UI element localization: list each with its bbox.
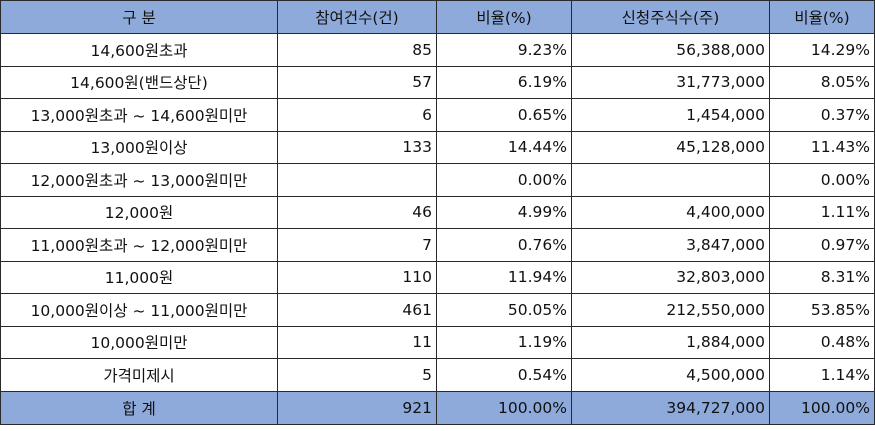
total-label: 합 계	[0, 390, 278, 425]
row-count: 133	[277, 130, 437, 164]
row-count: 110	[277, 260, 437, 294]
row-count-ratio: 50.05%	[436, 293, 572, 327]
header-category: 구 분	[0, 0, 278, 34]
row-shares: 32,803,000	[571, 260, 770, 294]
header-count-ratio: 비율(%)	[436, 0, 572, 34]
row-label: 14,600원초과	[0, 33, 278, 67]
row-shares: 212,550,000	[571, 293, 770, 327]
row-shares: 56,388,000	[571, 33, 770, 67]
row-label: 11,000원	[0, 260, 278, 294]
table-row: 12,000원 46 4.99% 4,400,000 1.11%	[0, 195, 875, 229]
table-row: 13,000원초과 ~ 14,600원미만 6 0.65% 1,454,000 …	[0, 98, 875, 132]
row-count-ratio: 0.54%	[436, 358, 572, 392]
total-count: 921	[277, 390, 437, 425]
table-row: 10,000원이상 ~ 11,000원미만 461 50.05% 212,550…	[0, 293, 875, 327]
row-count-ratio: 11.94%	[436, 260, 572, 294]
row-shares-ratio: 14.29%	[769, 33, 875, 67]
row-count-ratio: 14.44%	[436, 130, 572, 164]
row-shares-ratio: 8.05%	[769, 65, 875, 99]
row-shares: 45,128,000	[571, 130, 770, 164]
row-count-ratio: 9.23%	[436, 33, 572, 67]
row-label: 11,000원초과 ~ 12,000원미만	[0, 228, 278, 262]
header-participation-count: 참여건수(건)	[277, 0, 437, 34]
row-count-ratio: 1.19%	[436, 325, 572, 359]
table-row: 10,000원미만 11 1.19% 1,884,000 0.48%	[0, 325, 875, 359]
header-shares-ratio: 비율(%)	[769, 0, 875, 34]
table-row: 13,000원이상 133 14.44% 45,128,000 11.43%	[0, 130, 875, 164]
row-shares-ratio: 1.14%	[769, 358, 875, 392]
row-shares-ratio: 0.97%	[769, 228, 875, 262]
row-label: 12,000원초과 ~ 13,000원미만	[0, 163, 278, 197]
total-count-ratio: 100.00%	[436, 390, 572, 425]
row-shares-ratio: 0.00%	[769, 163, 875, 197]
row-shares-ratio: 8.31%	[769, 260, 875, 294]
row-count-ratio: 4.99%	[436, 195, 572, 229]
row-count: 46	[277, 195, 437, 229]
row-shares: 1,884,000	[571, 325, 770, 359]
row-label: 14,600원(밴드상단)	[0, 65, 278, 99]
table-row: 가격미제시 5 0.54% 4,500,000 1.14%	[0, 358, 875, 392]
header-subscribed-shares: 신청주식수(주)	[571, 0, 770, 34]
row-shares-ratio: 53.85%	[769, 293, 875, 327]
row-count-ratio: 0.65%	[436, 98, 572, 132]
row-shares: 3,847,000	[571, 228, 770, 262]
table-row: 14,600원초과 85 9.23% 56,388,000 14.29%	[0, 33, 875, 67]
row-shares	[571, 163, 770, 197]
row-label: 10,000원미만	[0, 325, 278, 359]
total-shares-ratio: 100.00%	[769, 390, 875, 425]
row-count: 6	[277, 98, 437, 132]
row-label: 13,000원초과 ~ 14,600원미만	[0, 98, 278, 132]
row-shares-ratio: 0.48%	[769, 325, 875, 359]
row-count: 57	[277, 65, 437, 99]
row-label: 가격미제시	[0, 358, 278, 392]
row-shares: 4,500,000	[571, 358, 770, 392]
header-row: 구 분 참여건수(건) 비율(%) 신청주식수(주) 비율(%)	[0, 0, 875, 34]
row-count-ratio: 0.76%	[436, 228, 572, 262]
total-row: 합 계 921 100.00% 394,727,000 100.00%	[0, 390, 875, 425]
row-shares: 1,454,000	[571, 98, 770, 132]
table-row: 11,000원 110 11.94% 32,803,000 8.31%	[0, 260, 875, 294]
row-count: 85	[277, 33, 437, 67]
row-label: 12,000원	[0, 195, 278, 229]
row-count-ratio: 6.19%	[436, 65, 572, 99]
row-count: 11	[277, 325, 437, 359]
row-shares: 31,773,000	[571, 65, 770, 99]
total-shares: 394,727,000	[571, 390, 770, 425]
row-shares: 4,400,000	[571, 195, 770, 229]
table-row: 14,600원(밴드상단) 57 6.19% 31,773,000 8.05%	[0, 65, 875, 99]
row-shares-ratio: 1.11%	[769, 195, 875, 229]
table-row: 11,000원초과 ~ 12,000원미만 7 0.76% 3,847,000 …	[0, 228, 875, 262]
row-count-ratio: 0.00%	[436, 163, 572, 197]
row-count: 461	[277, 293, 437, 327]
row-shares-ratio: 0.37%	[769, 98, 875, 132]
row-shares-ratio: 11.43%	[769, 130, 875, 164]
row-count	[277, 163, 437, 197]
table-row: 12,000원초과 ~ 13,000원미만 0.00% 0.00%	[0, 163, 875, 197]
row-count: 7	[277, 228, 437, 262]
row-label: 13,000원이상	[0, 130, 278, 164]
row-count: 5	[277, 358, 437, 392]
row-label: 10,000원이상 ~ 11,000원미만	[0, 293, 278, 327]
